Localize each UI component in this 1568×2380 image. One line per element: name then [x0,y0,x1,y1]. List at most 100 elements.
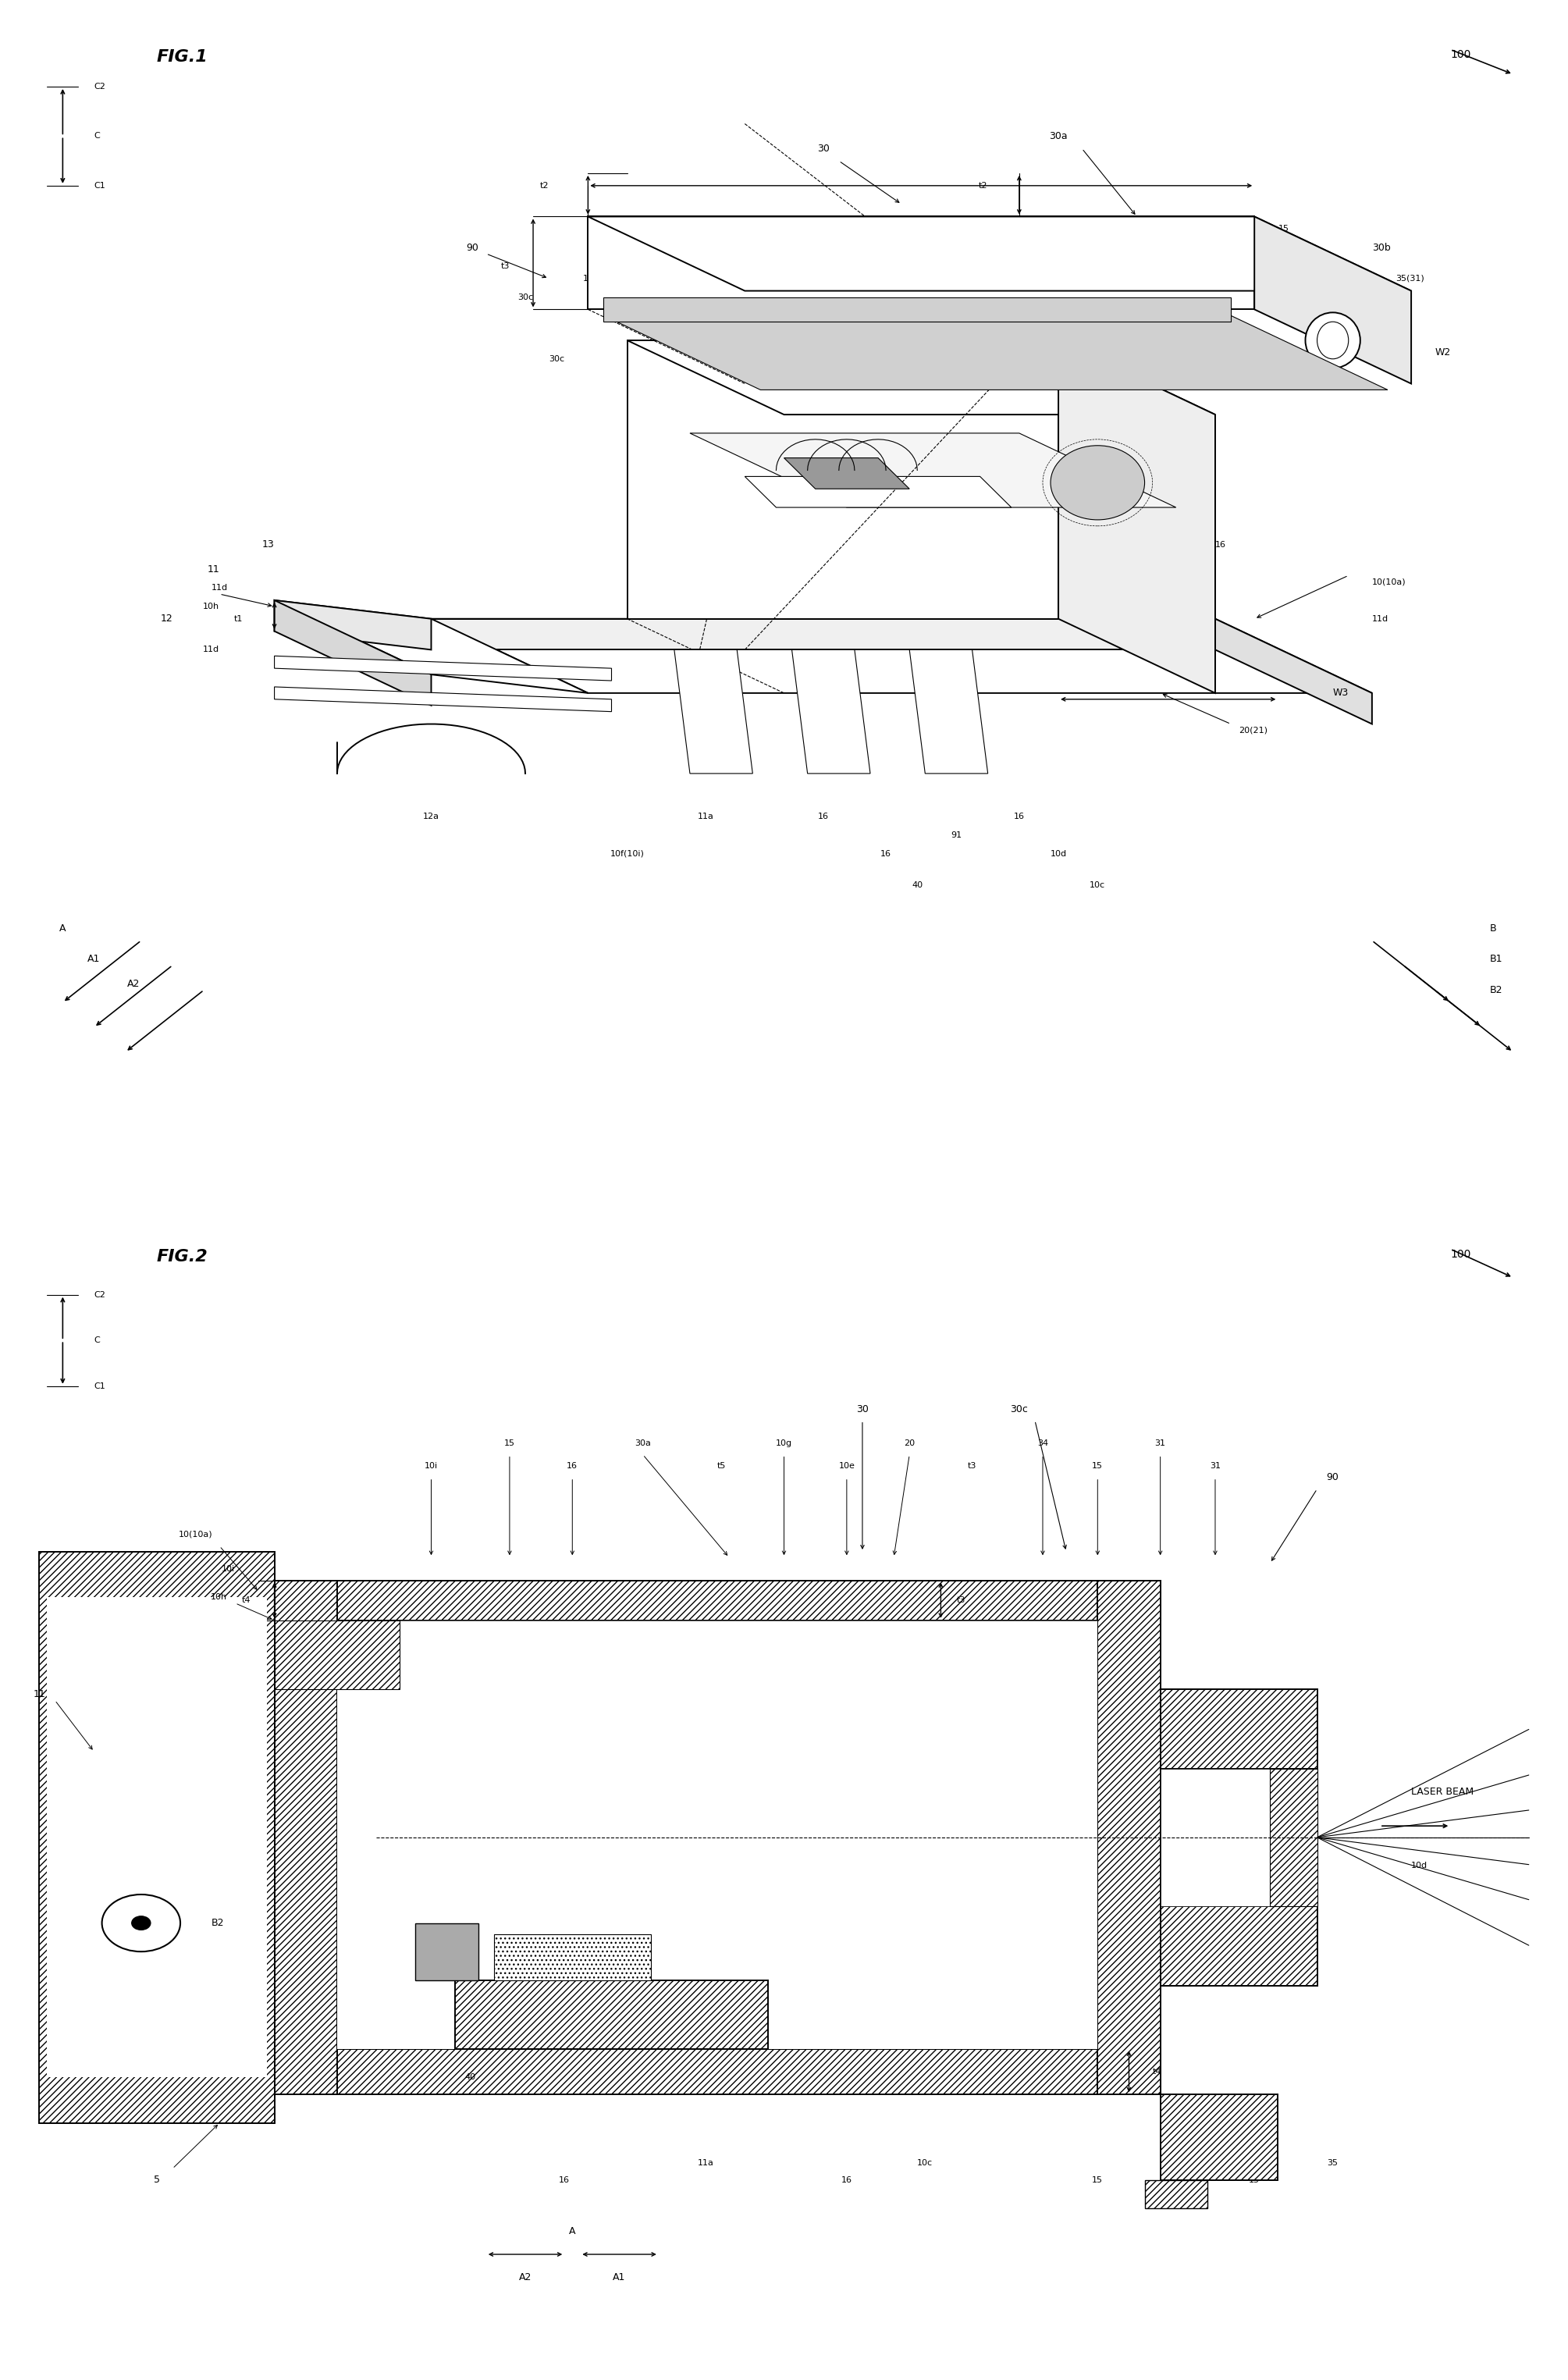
Bar [47,1597,267,2078]
Text: C1: C1 [94,181,105,190]
Polygon shape [627,340,1215,414]
Text: 20(21): 20(21) [1239,726,1267,733]
Text: FIG.2: FIG.2 [157,1250,209,1264]
Text: 30c: 30c [517,293,533,300]
Polygon shape [431,619,1215,650]
Text: 15: 15 [583,274,593,283]
Text: 12a: 12a [423,814,439,821]
Text: 30: 30 [856,1404,869,1414]
Text: 11: 11 [33,1690,45,1699]
Text: 10g: 10g [776,1440,792,1447]
Text: 40: 40 [911,881,924,888]
Bar [1270,1768,1317,1906]
Text: 11: 11 [207,564,220,574]
Text: 15: 15 [505,1440,514,1447]
Text: 35(31): 35(31) [1396,274,1424,283]
Text: C: C [94,133,100,140]
Text: B2: B2 [212,1918,224,1928]
Text: A2: A2 [519,2273,532,2282]
Circle shape [132,1916,151,1930]
Bar [1160,1690,1317,1768]
Bar [274,1621,400,1690]
Text: 20: 20 [903,1440,916,1447]
Bar [39,1552,274,2123]
Text: 10d: 10d [1411,1861,1428,1871]
Text: 10c: 10c [1090,881,1105,888]
Text: 10d: 10d [1051,850,1066,857]
Polygon shape [588,217,1254,309]
Text: FIG.1: FIG.1 [157,50,209,64]
Polygon shape [274,600,431,704]
Circle shape [1051,445,1145,519]
Polygon shape [674,650,753,774]
Text: 16: 16 [920,416,930,424]
Text: 10b: 10b [949,293,964,300]
Bar [455,1980,768,2049]
Text: 16: 16 [975,397,985,407]
Text: 30: 30 [817,143,829,155]
Bar [274,1580,337,2094]
Text: t3: t3 [500,262,510,269]
Text: A: A [60,923,66,933]
Text: C2: C2 [94,1290,105,1299]
Bar [274,1580,1160,1621]
Text: 16: 16 [1014,814,1024,821]
Polygon shape [784,457,909,488]
Bar [337,1621,1098,2049]
Text: 91: 91 [950,831,963,840]
Text: 100: 100 [1450,50,1471,60]
Text: A2: A2 [127,978,140,990]
Text: W3: W3 [1333,688,1348,697]
Text: 30b: 30b [1168,2159,1184,2166]
Text: 30c: 30c [549,355,564,362]
Text: 15: 15 [1093,1461,1102,1471]
Text: A: A [569,2225,575,2237]
Text: 11a: 11a [698,2159,713,2166]
Polygon shape [274,657,612,681]
Text: 16: 16 [818,814,828,821]
Text: 10i: 10i [425,1461,437,1471]
Text: 31: 31 [1210,1461,1220,1471]
Text: 10(10a): 10(10a) [1372,578,1406,585]
Text: 10f(10i): 10f(10i) [1176,443,1210,450]
Polygon shape [588,217,1411,290]
Text: 30a: 30a [1049,131,1068,140]
Text: C2: C2 [94,83,105,90]
Text: 16: 16 [1215,540,1226,547]
Polygon shape [909,650,988,774]
Text: 92: 92 [746,350,759,357]
Text: 16: 16 [881,850,891,857]
Text: 11d: 11d [202,645,220,655]
Text: 40: 40 [464,2073,477,2080]
Ellipse shape [1305,312,1361,369]
Text: W2: W2 [1435,347,1450,357]
Text: t5: t5 [367,1652,376,1659]
Text: 16: 16 [560,2175,569,2185]
Polygon shape [792,650,870,774]
Text: 15: 15 [1250,2175,1259,2185]
Text: B2: B2 [1490,985,1502,995]
Text: 13: 13 [262,540,274,550]
Text: 12: 12 [160,614,172,624]
Bar [1145,2180,1207,2209]
Text: t1: t1 [234,614,243,624]
Text: 15: 15 [1093,2175,1102,2185]
Polygon shape [604,317,1388,390]
Polygon shape [274,688,612,712]
Polygon shape [604,298,1231,321]
Polygon shape [1215,619,1372,724]
Polygon shape [745,476,1011,507]
Text: 13a: 13a [776,374,792,381]
Bar [1160,1768,1317,1906]
Polygon shape [1058,340,1215,693]
Text: 10(10a): 10(10a) [179,1530,213,1537]
Text: 11d: 11d [1372,614,1389,624]
Text: 21: 21 [621,1897,633,1904]
Text: 10e: 10e [839,1461,855,1471]
Text: 10i: 10i [221,1566,235,1573]
Text: C: C [94,1338,100,1345]
Text: 15: 15 [1278,226,1289,233]
Text: t2: t2 [539,181,549,190]
Text: t3: t3 [967,1461,977,1471]
Polygon shape [1254,217,1411,383]
